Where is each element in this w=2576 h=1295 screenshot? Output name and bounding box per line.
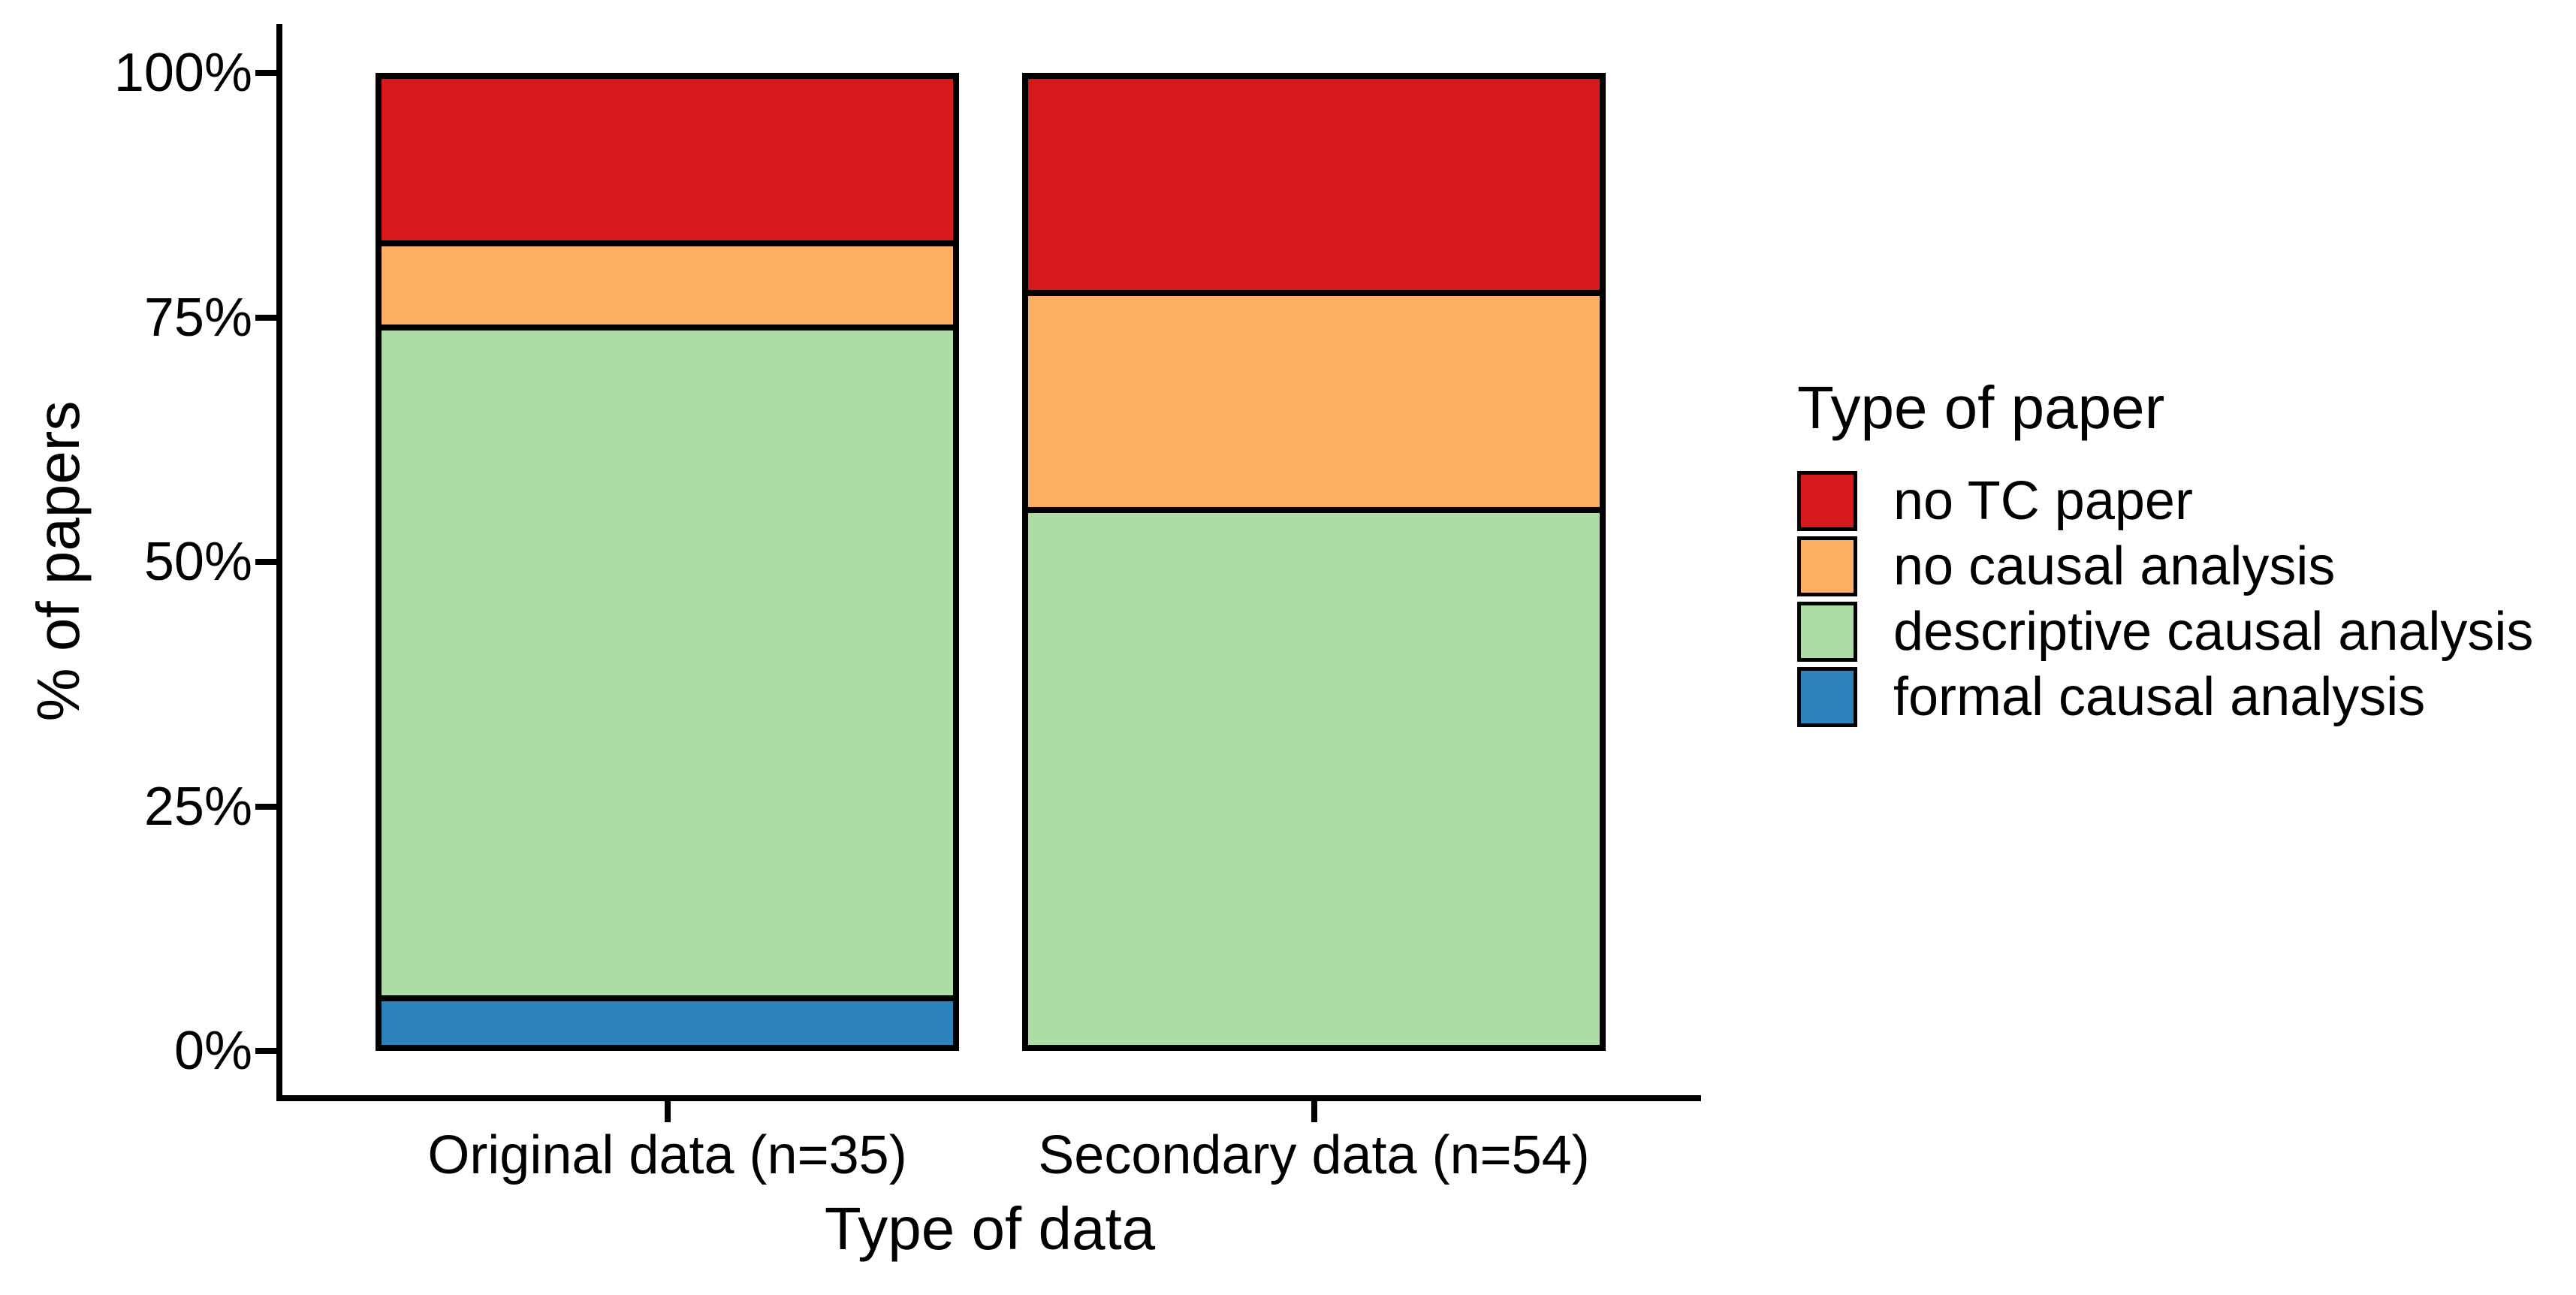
legend-items: no TC paper no causal analysis descriptive… — [1797, 471, 2533, 727]
x-axis-line — [276, 1095, 1701, 1101]
bar-segment-no-causal-analysis — [376, 240, 959, 325]
legend-label-no-causal-analysis: no causal analysis — [1893, 536, 2336, 596]
x-tick-label-2: Secondary data (n=54) — [1038, 1125, 1590, 1185]
bar-segment-no-causal-analysis — [1022, 290, 1606, 507]
legend-key-no-causal-analysis — [1797, 536, 1857, 596]
legend-label-no-tc-paper: no TC paper — [1893, 471, 2193, 531]
x-tick-label-1: Original data (n=35) — [427, 1125, 907, 1185]
y-axis-line — [276, 24, 282, 1101]
y-axis-title: % of papers — [25, 400, 92, 722]
bar-segment-descriptive-causal-analysis — [1022, 507, 1606, 1051]
legend-item-descriptive-causal-analysis: descriptive causal analysis — [1797, 602, 2533, 662]
legend-item-no-tc-paper: no TC paper — [1797, 471, 2533, 531]
legend-key-no-tc-paper — [1797, 471, 1857, 531]
legend-key-descriptive-causal-analysis — [1797, 602, 1857, 662]
y-tick-75 — [255, 314, 276, 321]
legend-label-descriptive-causal-analysis: descriptive causal analysis — [1893, 602, 2534, 662]
bar-segment-descriptive-causal-analysis — [376, 324, 959, 995]
y-tick-50 — [255, 559, 276, 565]
legend: Type of paper no TC paper no causal analy… — [1797, 378, 2533, 732]
bar-segment-no-tc-paper — [1022, 73, 1606, 290]
y-tick-label-75: 75% — [143, 287, 252, 348]
x-axis-title: Type of data — [824, 1195, 1156, 1262]
y-tick-label-50: 50% — [143, 532, 252, 592]
y-tick-25 — [255, 803, 276, 810]
legend-item-no-causal-analysis: no causal analysis — [1797, 536, 2533, 596]
legend-label-formal-causal-analysis: formal causal analysis — [1893, 667, 2426, 727]
y-tick-100 — [255, 70, 276, 76]
y-tick-0 — [255, 1048, 276, 1054]
legend-item-formal-causal-analysis: formal causal analysis — [1797, 667, 2533, 727]
bar-segment-no-tc-paper — [376, 73, 959, 240]
y-tick-label-0: 0% — [173, 1021, 252, 1081]
x-tick-2 — [1311, 1101, 1317, 1122]
bar-segment-formal-causal-analysis — [376, 995, 959, 1051]
x-tick-1 — [664, 1101, 671, 1122]
legend-title: Type of paper — [1797, 374, 2165, 441]
y-tick-label-100: 100% — [113, 43, 252, 103]
y-tick-label-25: 25% — [143, 776, 252, 837]
legend-key-formal-causal-analysis — [1797, 667, 1857, 727]
